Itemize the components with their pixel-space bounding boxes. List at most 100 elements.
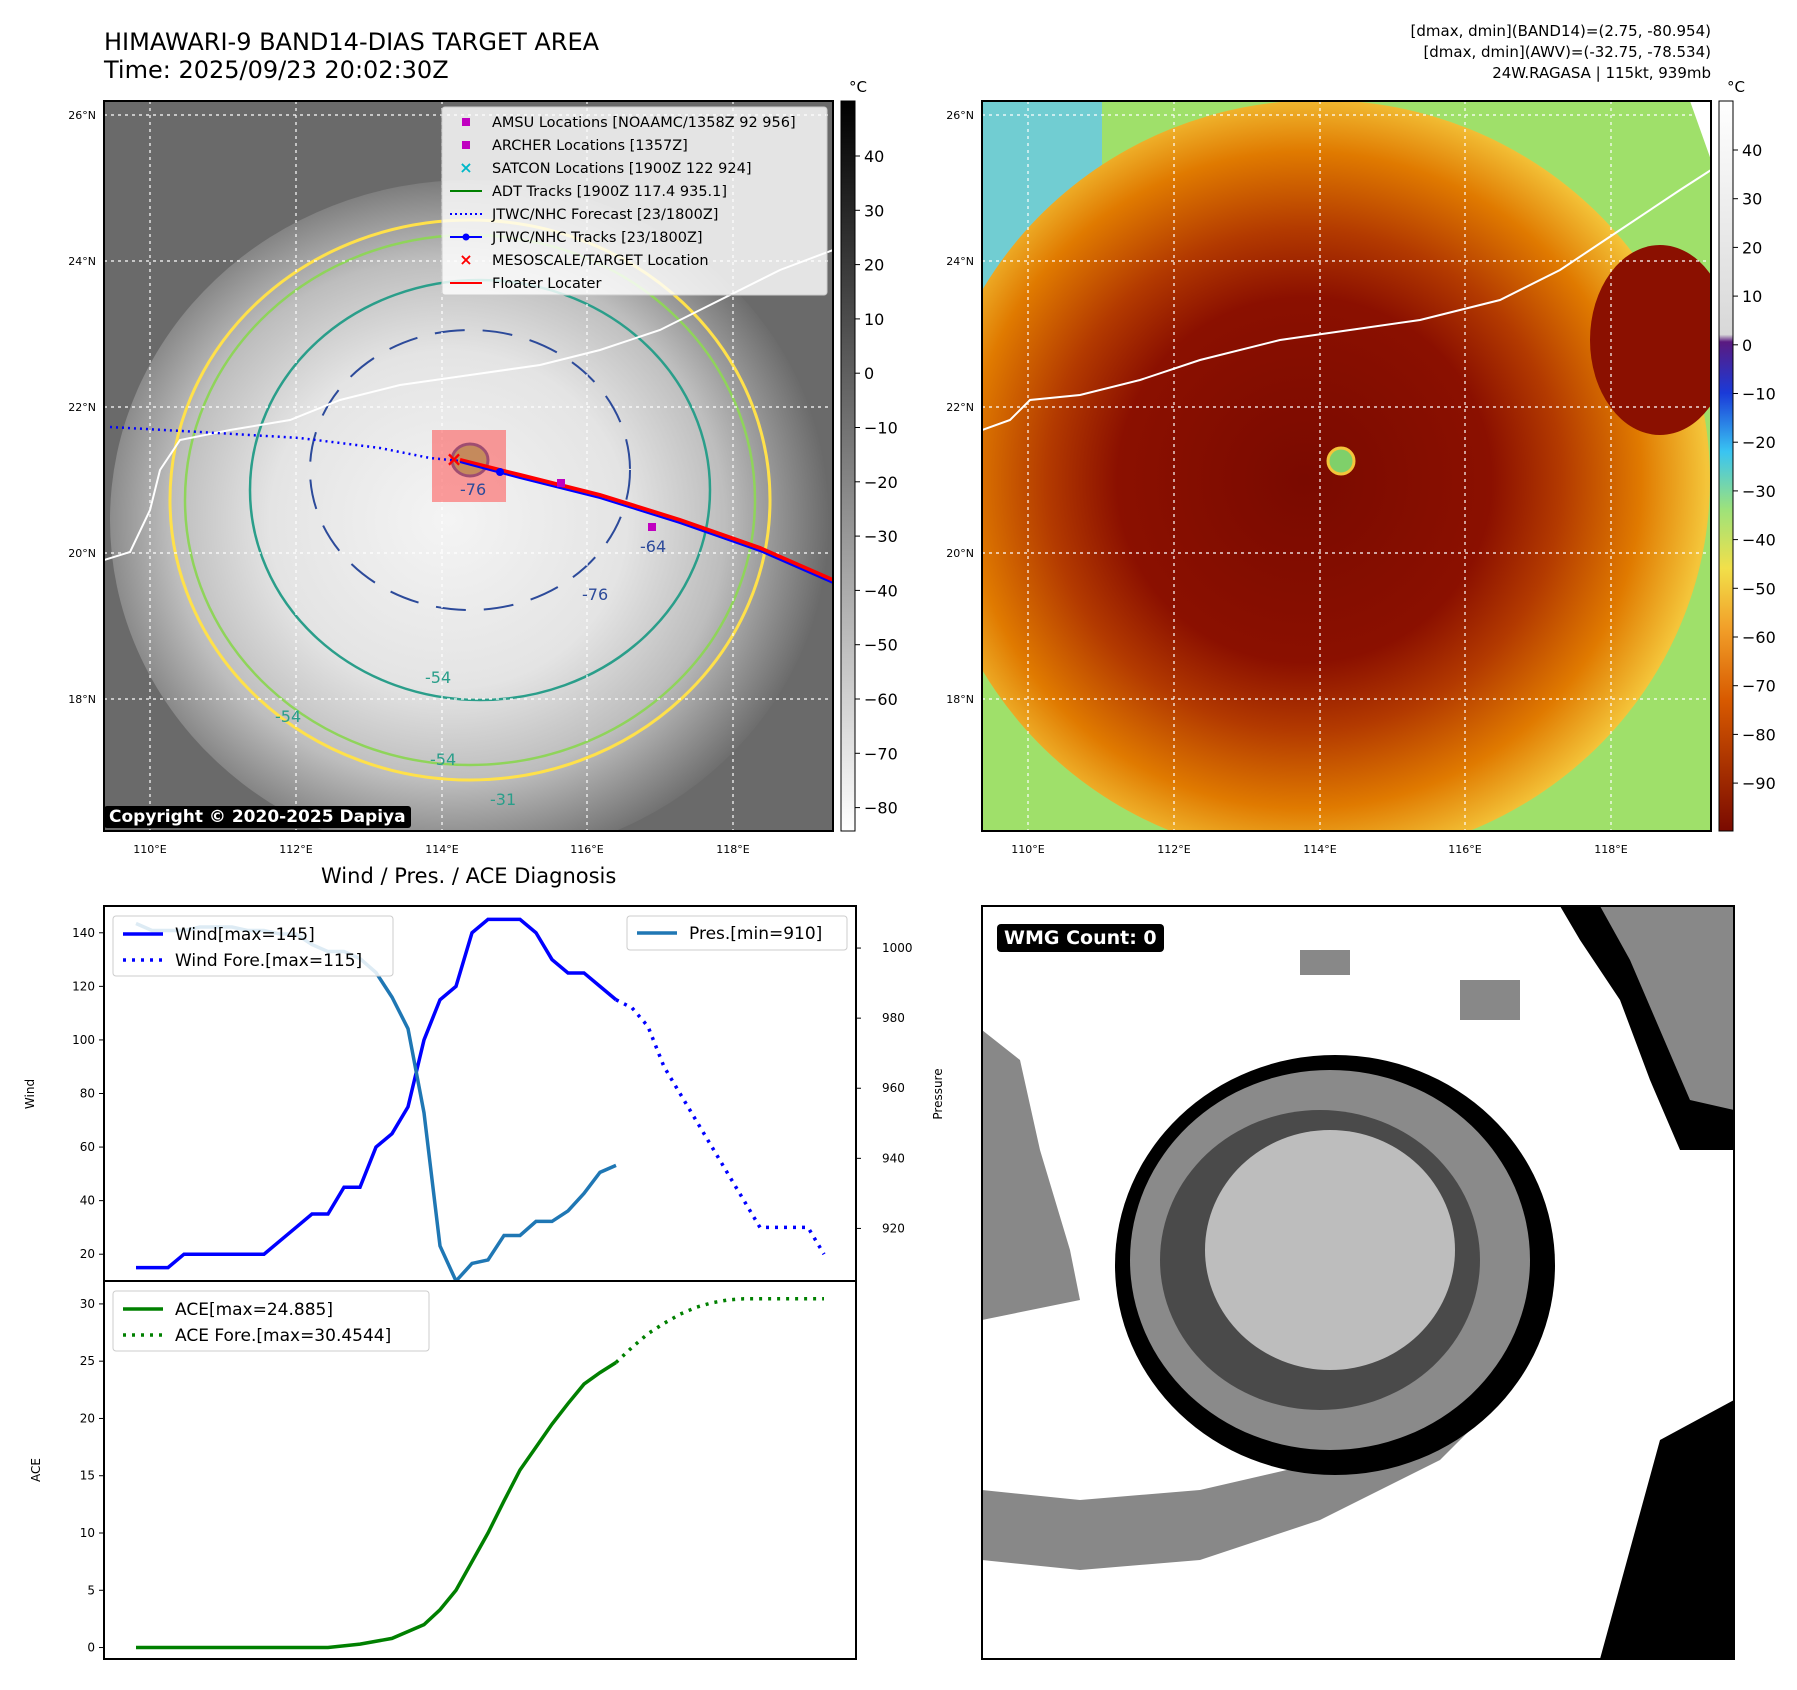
colorbar-tick-label: −40 bbox=[864, 581, 898, 600]
ace-tick-label: 30 bbox=[80, 1297, 95, 1311]
ace-tick-label: 10 bbox=[80, 1526, 95, 1540]
legend-swatch-dot bbox=[462, 233, 470, 241]
colorbar-tick-label: −50 bbox=[864, 636, 898, 655]
legend-label: ADT Tracks [1900Z 117.4 935.1] bbox=[492, 184, 727, 200]
lat-label: 18°N bbox=[68, 693, 96, 706]
colorbar-tick-label: −70 bbox=[864, 744, 898, 763]
target-x-marker: × bbox=[446, 447, 463, 471]
ace-axis-label: ACE bbox=[29, 1458, 43, 1482]
colorbar-tick-label: 30 bbox=[864, 201, 884, 220]
awv-secondary-feature bbox=[1590, 245, 1711, 435]
colorbar-tick-label: −20 bbox=[864, 473, 898, 492]
colorbar-tick-label: 20 bbox=[864, 256, 884, 275]
colorbar-tick-label: −60 bbox=[864, 690, 898, 709]
coastline-awv bbox=[982, 169, 1711, 431]
wind-pres-panel: 140 120 100 80 60 40 20 1000 980 960 940 920 Wind Pre… bbox=[23, 905, 945, 1285]
copyright-badge: Copyright © 2020-2025 Dapiya bbox=[104, 806, 411, 828]
colorbar-tick-label: −30 bbox=[1742, 482, 1776, 501]
contour-blue bbox=[309, 329, 631, 611]
jtwc-track-point bbox=[496, 468, 504, 476]
awv-nodata-corner bbox=[1690, 101, 1711, 160]
lon-label: 112°E bbox=[279, 843, 312, 856]
wind-line bbox=[136, 917, 618, 1270]
colorbar-tick-label: −10 bbox=[1742, 385, 1776, 404]
colorbar-tick-label: 40 bbox=[1742, 141, 1762, 160]
awv-frame bbox=[981, 100, 1712, 832]
map-axis-labels: 26°N 26°N 24°N 24°N 22°N 22°N 20°N 20°N 18°N 18°N… bbox=[68, 109, 1628, 856]
band14-colorbar-unit: °C bbox=[849, 78, 867, 96]
legend-label: AMSU Locations [NOAAMC/1358Z 92 956] bbox=[492, 115, 796, 131]
contour-label: -76 bbox=[582, 585, 608, 604]
legend-label: ACE Fore.[max=30.4544] bbox=[175, 1326, 391, 1346]
wmg-patch bbox=[1460, 980, 1520, 1020]
stats-line1: [dmax, dmin](BAND14)=(2.75, -80.954) bbox=[1410, 22, 1711, 40]
ace-tick-label: 25 bbox=[80, 1354, 95, 1368]
legend-label: Wind Fore.[max=115] bbox=[175, 951, 362, 971]
wind-tick-label: 20 bbox=[80, 1247, 95, 1261]
contour-label: -76 bbox=[460, 480, 486, 499]
colorbar-tick-label: −60 bbox=[1742, 628, 1776, 647]
lat-label: 24°N bbox=[68, 255, 96, 268]
coastline-band14 bbox=[104, 249, 833, 561]
awv-map bbox=[982, 101, 1711, 831]
awv-eye bbox=[1326, 446, 1356, 476]
lon-label: 118°E bbox=[1594, 843, 1627, 856]
pres-axis-label: Pressure bbox=[931, 1068, 945, 1119]
pres-tick-label: 940 bbox=[882, 1151, 905, 1165]
lat-label: 18°N bbox=[946, 693, 974, 706]
legend-label: SATCON Locations [1900Z 122 924] bbox=[492, 161, 751, 177]
jtwc-best-track bbox=[459, 461, 833, 584]
wmg-eye bbox=[1205, 1130, 1455, 1370]
wmg-panel bbox=[982, 906, 1734, 1659]
ace-panel: 30 25 20 15 10 5 0 ACE ACE[max=24.885] ACE Fore.[… bbox=[29, 1280, 857, 1660]
title-line2: Time: 2025/09/23 20:02:30Z bbox=[104, 56, 449, 84]
lat-label: 26°N bbox=[946, 109, 974, 122]
colorbar-tick-label: 10 bbox=[1742, 287, 1762, 306]
colorbar-tick-label: 40 bbox=[864, 147, 884, 166]
wmg-frame bbox=[981, 905, 1735, 1660]
floater-locater-track bbox=[459, 458, 833, 582]
colorbar-tick-label: −20 bbox=[1742, 433, 1776, 452]
legend-label: ARCHER Locations [1357Z] bbox=[492, 138, 688, 154]
legend-entry: Floater Locater bbox=[450, 276, 601, 292]
ace-tick-label: 20 bbox=[80, 1411, 95, 1425]
legend-label: MESOSCALE/TARGET Location bbox=[492, 253, 709, 269]
lat-label: 24°N bbox=[946, 255, 974, 268]
wind-tick-label: 120 bbox=[72, 979, 95, 993]
awv-colorbar-unit: °C bbox=[1727, 78, 1745, 96]
legend-swatch-square bbox=[462, 118, 470, 126]
wind-tick-label: 100 bbox=[72, 1033, 95, 1047]
lat-label: 26°N bbox=[68, 109, 96, 122]
lat-label: 20°N bbox=[946, 547, 974, 560]
wmg-count-badge: WMG Count: 0 bbox=[997, 924, 1164, 952]
lon-label: 112°E bbox=[1157, 843, 1190, 856]
wind-tick-label: 60 bbox=[80, 1140, 95, 1154]
colorbar-tick-label: −40 bbox=[1742, 531, 1776, 550]
colorbar-tick-label: 0 bbox=[1742, 336, 1752, 355]
pres-tick-label: 1000 bbox=[882, 941, 913, 955]
colorbar-tick-label: −10 bbox=[864, 419, 898, 438]
legend-entry: ARCHER Locations [1357Z] bbox=[462, 138, 688, 154]
title-line1: HIMAWARI-9 BAND14-DIAS TARGET AREA bbox=[104, 28, 600, 56]
colorbar-tick-label: −30 bbox=[864, 527, 898, 546]
wind-tick-label: 80 bbox=[80, 1087, 95, 1101]
wmg-gray-band-ne bbox=[1600, 906, 1734, 1110]
pressure-legend: Pres.[min=910] bbox=[626, 915, 848, 951]
wind-legend: Wind[max=145] Wind Fore.[max=115] bbox=[112, 915, 394, 977]
legend-label: JTWC/NHC Tracks [23/1800Z] bbox=[491, 230, 703, 246]
lon-label: 116°E bbox=[570, 843, 603, 856]
ace-tick-label: 15 bbox=[80, 1469, 95, 1483]
ace-legend: ACE[max=24.885] ACE Fore.[max=30.4544] bbox=[112, 1290, 430, 1352]
archer-marker bbox=[648, 523, 656, 531]
colorbar-tick-label: −70 bbox=[1742, 677, 1776, 696]
legend-entry: AMSU Locations [NOAAMC/1358Z 92 956] bbox=[462, 115, 796, 131]
contour-label: -54 bbox=[430, 750, 456, 769]
legend-swatch-square bbox=[462, 141, 470, 149]
target-area-box bbox=[432, 430, 506, 502]
colorbar-tick-label: 20 bbox=[1742, 238, 1762, 257]
pres-tick-label: 920 bbox=[882, 1221, 905, 1235]
colorbar-tick-label: −80 bbox=[1742, 725, 1776, 744]
contour-label: -31 bbox=[490, 790, 516, 809]
pres-tick-label: 960 bbox=[882, 1081, 905, 1095]
lat-label: 22°N bbox=[68, 401, 96, 414]
